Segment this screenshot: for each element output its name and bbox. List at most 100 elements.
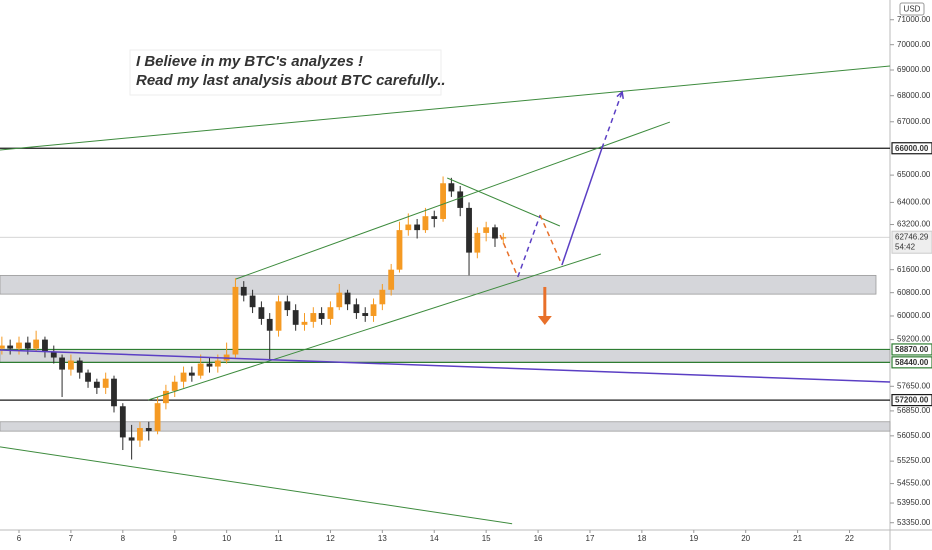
candle-body — [492, 227, 498, 239]
candle-body — [440, 183, 446, 219]
x-tick-label: 15 — [482, 534, 491, 543]
candle-body — [457, 191, 464, 208]
y-tick-label: 67000.00 — [897, 117, 931, 126]
y-tick-label: 57650.00 — [897, 381, 931, 390]
candle-body — [67, 360, 74, 370]
trend-line — [601, 91, 623, 149]
candle-body — [240, 286, 247, 296]
zone — [0, 349, 891, 363]
candle-body — [414, 224, 421, 231]
x-tick-label: 7 — [69, 534, 74, 543]
candle-body — [344, 292, 351, 305]
candle-body — [353, 304, 360, 314]
candle-body — [474, 232, 481, 253]
y-tick-label: 71000.00 — [897, 15, 931, 24]
trend-line — [517, 214, 541, 278]
x-tick-label: 10 — [222, 534, 231, 543]
y-tick-label: 53350.00 — [897, 518, 931, 527]
trend-line — [148, 253, 602, 401]
last-price-label: 62746.29 — [895, 232, 929, 241]
price-label: 66000.00 — [895, 144, 929, 153]
annotation-text: Read my last analysis about BTC carefull… — [136, 72, 446, 89]
candle-body — [119, 406, 126, 438]
candle-body — [16, 342, 22, 349]
candle-body — [154, 403, 161, 432]
x-tick-label: 11 — [274, 534, 283, 543]
candle-body — [448, 183, 455, 192]
price-label-box — [891, 142, 932, 155]
candle-body — [59, 357, 65, 370]
x-tick-label: 14 — [430, 534, 439, 543]
candle-body — [0, 345, 5, 349]
x-tick-label: 20 — [741, 534, 750, 543]
y-tick-label: 56050.00 — [897, 431, 931, 440]
candle-body — [405, 224, 412, 231]
candle-body — [362, 313, 369, 316]
last-price-box — [891, 230, 932, 254]
price-label-box — [891, 393, 932, 407]
candle-body — [310, 313, 317, 322]
candle-body — [318, 313, 325, 319]
zone — [0, 274, 877, 295]
x-tick-label: 22 — [845, 534, 854, 543]
y-tick-label: 53950.00 — [897, 498, 931, 507]
candle-body — [422, 216, 429, 231]
y-tick-label: 59200.00 — [897, 335, 931, 344]
candle-body — [500, 237, 507, 239]
y-tick-label: 55250.00 — [897, 456, 931, 465]
down-arrow-head — [537, 315, 552, 325]
y-tick-label: 61600.00 — [897, 265, 931, 274]
candle-body — [301, 321, 308, 325]
trend-line — [0, 446, 513, 525]
candle-body — [275, 301, 282, 331]
trend-line — [0, 349, 891, 383]
price-label-box — [891, 343, 932, 356]
currency: USD — [904, 5, 921, 14]
candle-body — [7, 345, 14, 349]
x-tick-label: 16 — [534, 534, 543, 543]
y-tick-label: 54550.00 — [897, 479, 931, 488]
candle-body — [33, 339, 40, 349]
x-tick-label: 13 — [378, 534, 387, 543]
x-tick-label: 21 — [793, 534, 802, 543]
currency-box — [899, 2, 925, 16]
candle-body — [206, 363, 213, 367]
x-tick-label: 19 — [689, 534, 698, 543]
x-tick-label: 9 — [172, 534, 177, 543]
y-tick-label: 68000.00 — [897, 91, 931, 100]
price-label: 58870.00 — [895, 345, 929, 354]
candle-body — [336, 292, 343, 308]
trend-line — [0, 65, 891, 151]
candle-body — [76, 360, 83, 373]
trend-line — [561, 147, 603, 266]
candle-body — [249, 295, 256, 308]
x-tick-label: 6 — [17, 534, 22, 543]
y-tick-label: 60800.00 — [897, 288, 931, 297]
candle-body — [483, 227, 490, 233]
candle-body — [145, 428, 152, 432]
countdown: 54:42 — [895, 242, 916, 251]
trend-line — [539, 214, 563, 266]
x-tick-label: 12 — [326, 534, 335, 543]
candle-body — [24, 342, 31, 349]
zone — [0, 421, 891, 432]
candle-body — [171, 381, 178, 391]
candle-body — [111, 378, 117, 407]
candle-body — [370, 304, 377, 316]
candle-body — [327, 307, 334, 319]
candle-body — [214, 360, 221, 367]
y-tick-label: 63200.00 — [897, 220, 931, 229]
y-tick-label: 60000.00 — [897, 311, 931, 320]
trend-line — [499, 234, 519, 278]
candle-body — [102, 378, 109, 388]
candle-body — [85, 372, 91, 382]
candle-body — [396, 230, 403, 270]
candle-body — [128, 437, 135, 441]
candle-body — [466, 207, 472, 253]
y-tick-label: 70000.00 — [897, 40, 931, 49]
annotation-box — [129, 49, 442, 96]
candle-body — [258, 307, 265, 319]
candle-body — [188, 372, 195, 376]
candle-body — [197, 363, 204, 376]
